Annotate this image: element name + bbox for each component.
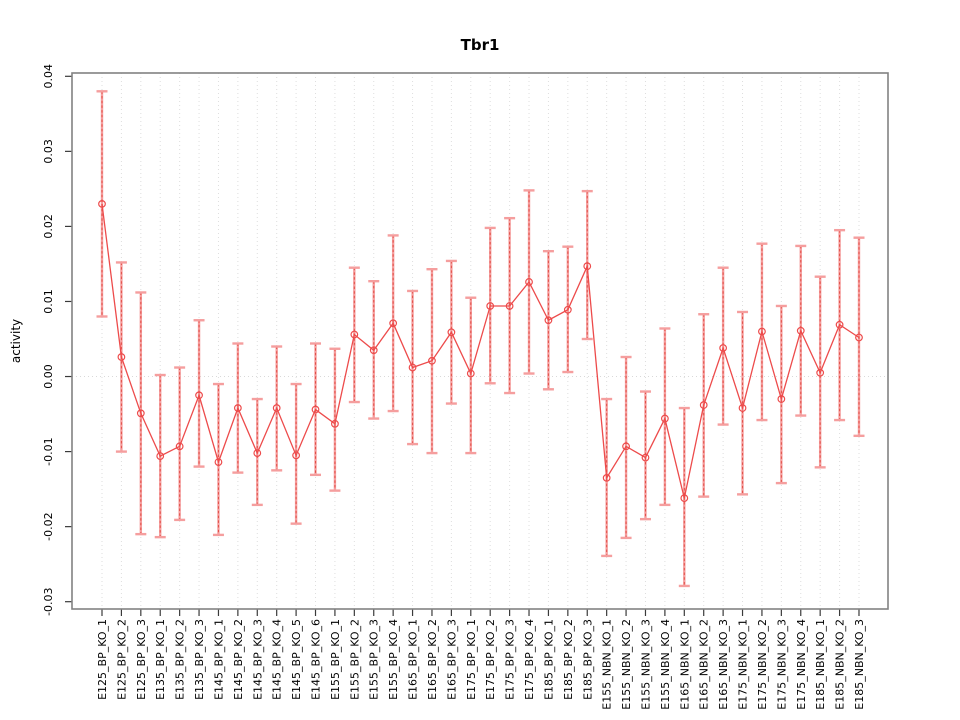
data-point-marker (758, 327, 766, 336)
x-tick-label: E165_BP_KO_1 (407, 619, 420, 700)
data-point-marker (660, 414, 669, 423)
data-point-marker (331, 419, 339, 428)
data-point-marker (117, 353, 126, 361)
y-axis-title: activity (9, 319, 23, 363)
x-tick-label: E155_NBN_KO_3 (639, 619, 652, 710)
data-point-marker (98, 199, 106, 208)
y-tick-label: 0.04 (42, 64, 55, 89)
data-point-marker (466, 369, 475, 378)
series-line (101, 203, 860, 499)
x-tick-label: E175_NBN_KO_4 (795, 619, 808, 710)
x-tick-label: E165_NBN_KO_3 (717, 619, 730, 710)
x-tick-label: E185_NBN_KO_3 (853, 619, 866, 710)
data-point-marker (292, 451, 301, 460)
data-point-marker (272, 404, 281, 412)
data-point-marker (602, 473, 611, 482)
x-tick-label: E125_BP_KO_1 (96, 619, 109, 700)
data-point-marker (738, 404, 747, 412)
data-point-marker (699, 401, 708, 409)
x-tick-label: E155_NBN_KO_4 (659, 619, 672, 710)
data-point-marker (505, 302, 514, 310)
data-point-marker (680, 494, 689, 503)
x-tick-label: E145_BP_KO_5 (290, 619, 303, 700)
x-tick-label: E155_BP_KO_4 (387, 619, 400, 700)
x-tick-label: E175_BP_KO_1 (465, 619, 478, 700)
x-tick-label: E165_NBN_KO_1 (678, 619, 691, 710)
x-tick-label: E135_BP_KO_3 (193, 619, 206, 700)
y-tick-label: 0.02 (42, 214, 55, 239)
x-tick-label: E175_NBN_KO_2 (756, 619, 769, 710)
data-point-marker (428, 356, 436, 365)
y-tick-label: 0.03 (42, 139, 55, 164)
data-point-marker (447, 328, 456, 337)
x-tick-label: E125_BP_KO_3 (135, 619, 148, 700)
data-point-marker (350, 330, 359, 339)
data-point-marker (233, 404, 242, 412)
data-point-marker (719, 344, 728, 352)
x-tick-label: E135_BP_KO_1 (154, 619, 167, 700)
x-tick-label: E145_BP_KO_2 (232, 619, 245, 700)
data-point-marker (408, 363, 417, 372)
data-point-marker (156, 452, 165, 460)
data-point-marker (525, 278, 533, 286)
data-point-marker (641, 453, 650, 462)
y-tick-label: -0.03 (42, 587, 55, 615)
data-point-marker (195, 391, 203, 400)
x-tick-label: E135_BP_KO_2 (174, 619, 187, 700)
data-point-marker (369, 346, 378, 355)
data-point-marker (583, 262, 592, 271)
data-point-marker (777, 395, 786, 403)
x-tick-label: E185_BP_KO_3 (581, 619, 594, 700)
x-tick-label: E145_BP_KO_6 (310, 619, 323, 700)
x-tick-label: E165_NBN_KO_2 (698, 619, 711, 710)
data-point-marker (214, 458, 223, 466)
x-tick-label: E165_BP_KO_2 (426, 619, 439, 700)
y-tick-label: 0.01 (42, 289, 55, 314)
y-tick-label: -0.02 (42, 512, 55, 540)
data-point-marker (136, 409, 145, 418)
x-tick-label: E145_BP_KO_3 (251, 619, 264, 700)
x-tick-label: E145_BP_KO_4 (271, 619, 284, 700)
x-tick-label: E185_BP_KO_2 (562, 619, 575, 700)
x-tick-label: E165_BP_KO_3 (445, 619, 458, 700)
data-point-marker (835, 320, 844, 329)
x-tick-label: E125_BP_KO_2 (115, 619, 128, 700)
y-tick-label: -0.01 (42, 437, 55, 465)
data-point-marker (622, 442, 630, 451)
x-tick-label: E155_NBN_KO_2 (620, 619, 633, 710)
data-point-marker (486, 302, 495, 310)
x-tick-label: E175_BP_KO_4 (523, 619, 536, 700)
x-tick-label: E185_NBN_KO_2 (834, 619, 847, 710)
x-tick-label: E155_BP_KO_2 (348, 619, 361, 700)
data-point-marker (816, 368, 825, 377)
x-tick-label: E175_BP_KO_2 (484, 619, 497, 700)
data-point-marker (311, 405, 320, 414)
y-tick-label: 0.00 (42, 364, 55, 389)
chart-title: Tbr1 (460, 36, 500, 54)
data-point-marker (175, 442, 184, 451)
data-point-marker (389, 319, 398, 328)
data-point-marker (855, 333, 863, 342)
data-point-marker (253, 449, 262, 457)
data-point-marker (563, 305, 572, 314)
x-tick-label: E185_NBN_KO_1 (814, 619, 827, 710)
x-tick-label: E175_BP_KO_3 (504, 619, 517, 700)
x-tick-label: E175_NBN_KO_3 (775, 619, 788, 710)
plot-frame (71, 72, 889, 610)
x-tick-label: E155_NBN_KO_1 (601, 619, 614, 710)
x-tick-label: E185_BP_KO_1 (542, 619, 555, 700)
x-tick-label: E155_BP_KO_3 (368, 619, 381, 700)
data-point-marker (544, 316, 553, 325)
x-tick-label: E175_NBN_KO_1 (737, 619, 750, 710)
x-tick-label: E145_BP_KO_1 (212, 619, 225, 700)
data-point-marker (796, 326, 805, 335)
x-tick-label: E155_BP_KO_1 (329, 619, 342, 700)
